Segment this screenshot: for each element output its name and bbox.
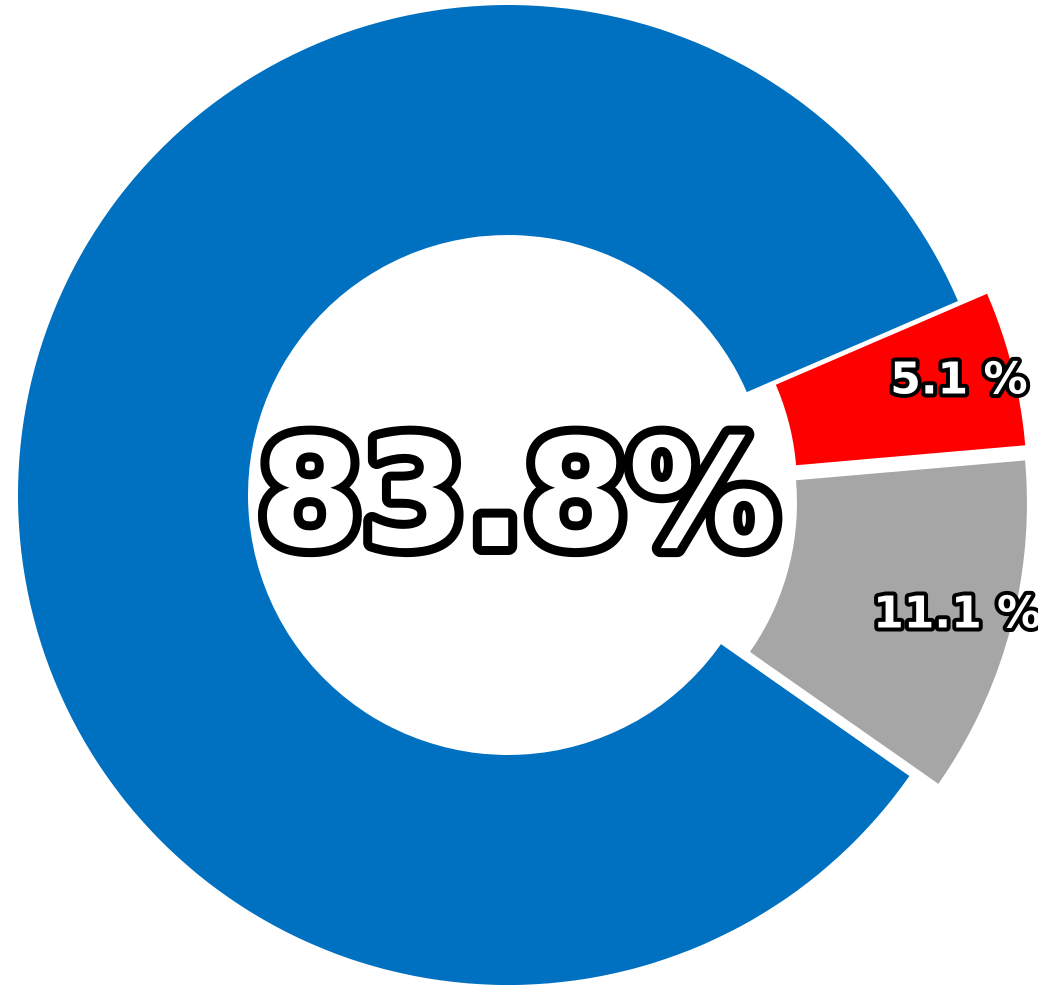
slice-label: 5.1 % <box>890 353 1027 404</box>
center-label: 83.8% <box>258 408 778 582</box>
slice-label: 11.1 % <box>873 588 1038 639</box>
donut-slice <box>749 460 1027 784</box>
labels: 83.8% 5.1 % 11.1 % <box>249 349 1038 642</box>
donut-slice <box>18 4 958 985</box>
donut-slice <box>775 293 1026 466</box>
slices <box>18 4 1027 985</box>
